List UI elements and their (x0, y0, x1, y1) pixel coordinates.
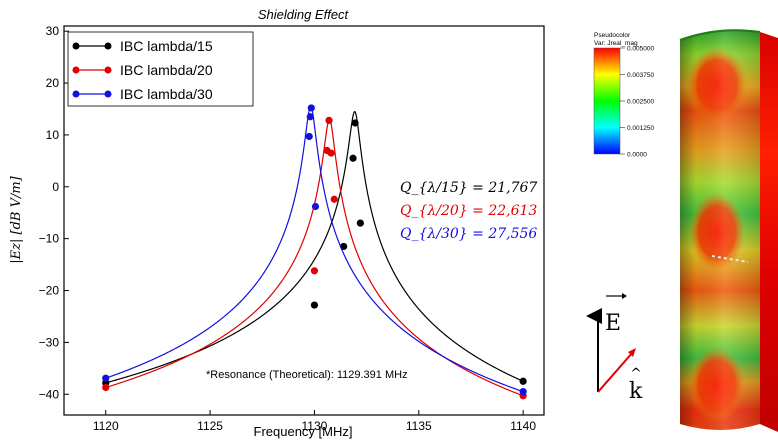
data-point (325, 116, 333, 124)
colorbar-tick-label: 0.005000 (627, 46, 654, 53)
q-annotation-lambda-15: Q_{λ/15} = 21,767 (400, 180, 537, 196)
cylinder-render (679, 29, 778, 432)
data-point (519, 388, 527, 396)
e-field-label: E (605, 311, 621, 336)
y-tick-label: −20 (39, 284, 60, 298)
x-tick-label: 1130 (302, 419, 328, 433)
chart-title: Shielding Effect (258, 7, 350, 22)
legend: IBC lambda/15 IBC lambda/20 IBC lambda/3… (67, 31, 254, 107)
k-hat: ^ (630, 366, 642, 382)
colorbar-tick-label: 0.001250 (627, 125, 654, 132)
y-tick-label: 10 (46, 128, 60, 142)
tick-layer: 1120 1125 1130 1135 1140 30 20 10 0 −10 −20 −30 −40 (39, 24, 537, 433)
x-tick-label: 1135 (406, 419, 432, 433)
colorbar-title: Pseudocolor (594, 32, 631, 39)
x-tick-label: 1140 (510, 419, 536, 433)
y-tick-label: 0 (52, 180, 59, 194)
data-point (356, 219, 364, 227)
data-point (351, 119, 359, 127)
data-point (305, 132, 313, 141)
plot-frame (63, 25, 545, 416)
plot-area: 1120 1125 1130 1135 11403020100−10−20−30−40 … (39, 24, 545, 433)
data-point (519, 377, 527, 385)
legend-entry-lambda-20: IBC lambda/20 (72, 62, 213, 78)
data-point (102, 374, 110, 382)
vector-diagram: E ^ k (586, 293, 643, 404)
data-point (311, 202, 320, 211)
data-point (307, 104, 315, 112)
slit-mark (711, 255, 749, 263)
q-annotation-lambda-20: Q_{λ/20} = 22,613 (400, 203, 537, 219)
series-line-1 (105, 118, 524, 397)
colorbar: Pseudocolor Var: Jreal_mag 0.005000 0.003… (593, 32, 654, 159)
x-tick-label: 1120 (93, 419, 119, 433)
k-propagation-arrow (597, 351, 634, 393)
resonance-note: *Resonance (Theoretical): 1129.391 MHz (206, 369, 408, 381)
k-label: k (629, 379, 643, 404)
colorbar-tick-label: 0.0000 (627, 152, 647, 159)
cylinder-side-face (760, 32, 778, 432)
x-axis-label: Frequency [MHz] (254, 424, 353, 439)
data-point (330, 195, 338, 203)
legend-entry-lambda-30: IBC lambda/30 (72, 86, 213, 102)
cylinder-top-rim (679, 29, 761, 41)
data-point (310, 301, 319, 309)
y-tick-label: 30 (46, 24, 60, 38)
q-annotation-lambda-30: Q_{λ/30} = 27,556 (400, 226, 537, 242)
data-point (306, 113, 314, 121)
x-tick-label: 1125 (197, 419, 223, 433)
colorbar-tick-label: 0.002500 (627, 99, 654, 106)
legend-label: IBC lambda/20 (120, 62, 213, 78)
series-line-2 (105, 105, 524, 393)
y-tick-label: −40 (39, 387, 60, 401)
colorbar-tick-label: 0.003750 (627, 72, 654, 79)
legend-entry-lambda-15: IBC lambda/15 (72, 38, 213, 54)
k-arrow-head (628, 348, 636, 357)
e-vector-bar-head (622, 293, 627, 299)
data-point (310, 267, 319, 275)
y-tick-label: −30 (39, 335, 60, 349)
series-line-0 (105, 110, 524, 384)
y-axis-label: |Ez| [dB V/m] (9, 175, 24, 263)
series-layer (102, 104, 527, 400)
data-point (327, 149, 335, 157)
y-tick-label: 20 (46, 76, 60, 90)
cylinder-shading (680, 30, 760, 430)
legend-label: IBC lambda/30 (120, 86, 213, 102)
colorbar-gradient (593, 47, 621, 155)
legend-label: IBC lambda/15 (120, 38, 213, 54)
y-tick-label: −10 (39, 232, 60, 246)
data-point (349, 154, 357, 162)
data-point (102, 383, 110, 392)
colorbar-variable: Var: Jreal_mag (594, 40, 638, 47)
colorbar-ticks: 0.005000 0.003750 0.002500 0.001250 0.0000 (620, 46, 654, 159)
